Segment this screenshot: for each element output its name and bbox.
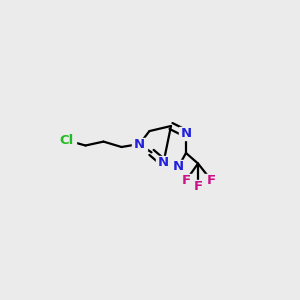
Text: Cl: Cl [59, 134, 73, 147]
Bar [191, 180, 205, 193]
Text: F: F [207, 174, 216, 187]
Text: N: N [173, 160, 184, 173]
Bar [56, 134, 76, 146]
Bar [179, 174, 193, 187]
Bar [132, 138, 147, 150]
Text: N: N [134, 137, 145, 151]
Text: N: N [158, 156, 169, 169]
Bar [204, 174, 219, 187]
Text: F: F [182, 174, 190, 187]
Text: N: N [180, 127, 192, 140]
Bar [171, 160, 186, 173]
Bar [156, 156, 171, 169]
Bar [179, 127, 193, 140]
Text: F: F [194, 180, 202, 193]
